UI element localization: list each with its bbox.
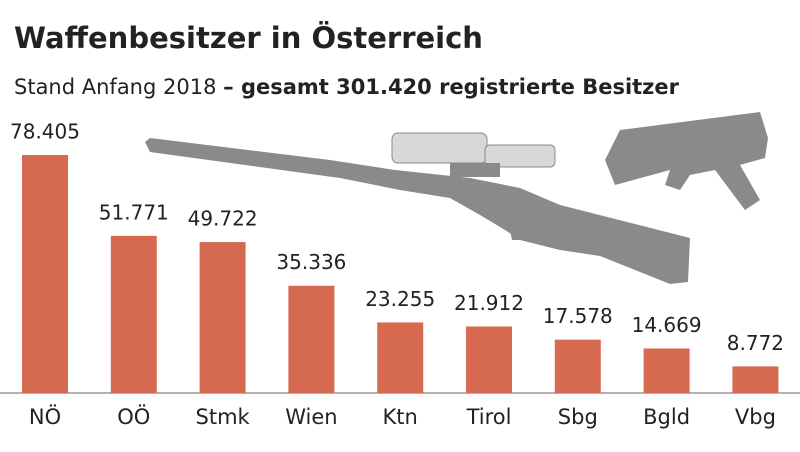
value-label: 78.405 bbox=[10, 120, 80, 144]
x-tick-label: Tirol bbox=[466, 405, 512, 429]
bar bbox=[110, 235, 157, 393]
value-label: 51.771 bbox=[99, 200, 169, 224]
value-label: 35.336 bbox=[276, 250, 346, 274]
x-tick-label: Stmk bbox=[196, 405, 251, 429]
x-tick-label: Vbg bbox=[735, 405, 776, 429]
subtitle-bold: – gesamt 301.420 registrierte Besitzer bbox=[223, 75, 680, 99]
value-label: 8.772 bbox=[727, 331, 784, 355]
value-label: 49.722 bbox=[188, 207, 258, 231]
pistol-illustration bbox=[605, 112, 768, 210]
subtitle: Stand Anfang 2018 bbox=[14, 75, 216, 99]
value-label: 21.912 bbox=[454, 291, 524, 315]
x-tick-label: Bgld bbox=[643, 405, 690, 429]
value-label: 23.255 bbox=[365, 287, 435, 311]
value-label: 17.578 bbox=[543, 304, 613, 328]
bar bbox=[22, 155, 68, 393]
x-tick-label: Sbg bbox=[558, 405, 598, 429]
bar bbox=[732, 366, 779, 393]
value-label: 14.669 bbox=[632, 313, 702, 337]
bar bbox=[288, 285, 335, 393]
bar bbox=[377, 322, 424, 393]
x-tick-label: Ktn bbox=[383, 405, 418, 429]
bar bbox=[199, 242, 246, 393]
bar bbox=[554, 339, 601, 393]
x-tick-label: NÖ bbox=[29, 404, 61, 429]
chart-title: Waffenbesitzer in Österreich bbox=[14, 21, 483, 55]
rifle-illustration bbox=[145, 132, 690, 284]
x-tick-label: Wien bbox=[285, 405, 337, 429]
bar bbox=[643, 348, 690, 393]
chart-subtitle: Stand Anfang 2018 – gesamt 301.420 regis… bbox=[14, 75, 680, 99]
bar bbox=[466, 326, 512, 393]
x-tick-label: OÖ bbox=[117, 404, 150, 429]
